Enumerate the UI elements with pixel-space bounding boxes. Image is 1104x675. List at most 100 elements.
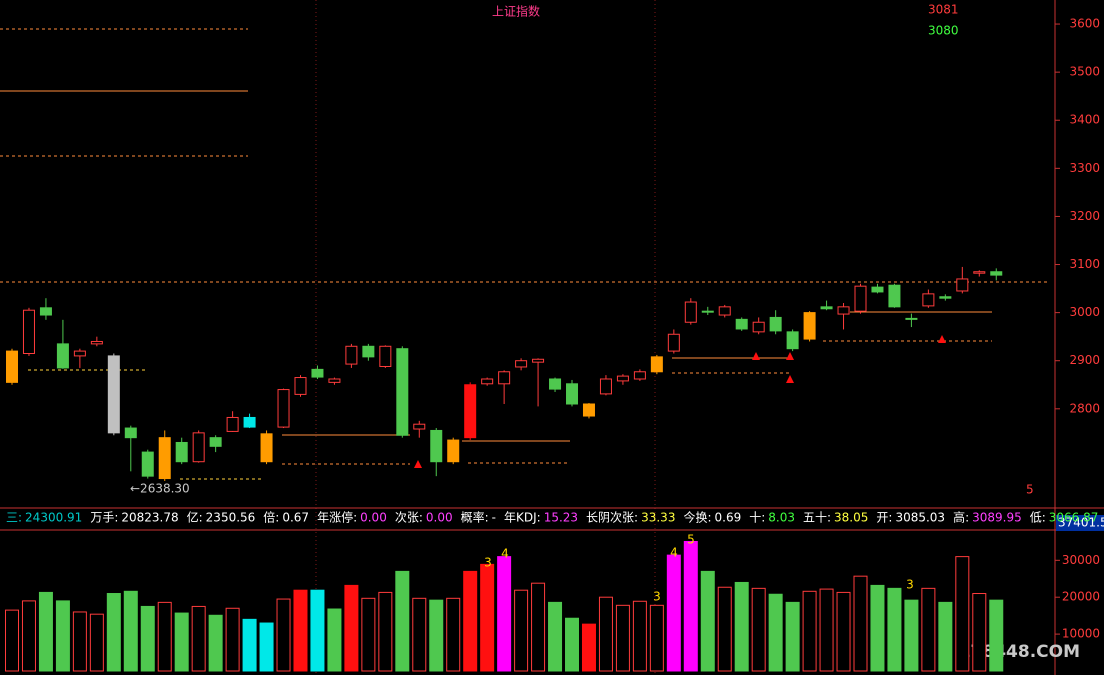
- candle-body: [650, 356, 663, 373]
- volume-bar: [870, 584, 885, 672]
- candle-body: [413, 423, 426, 430]
- volume-bar: [666, 554, 681, 672]
- candle-body: [362, 345, 375, 358]
- candle-body: [124, 427, 137, 439]
- candle-body: [888, 284, 901, 308]
- volume-bar: [242, 618, 257, 672]
- bar-annotation: 5: [687, 533, 695, 547]
- candle-body: [192, 432, 205, 463]
- info-value: 15.23: [544, 511, 578, 525]
- info-value: 33.33: [641, 511, 675, 525]
- candle-body: [803, 312, 816, 340]
- y-tick-label: 3000: [1069, 305, 1100, 319]
- y-tick-label: 3100: [1069, 257, 1100, 271]
- signal-marker: [786, 352, 794, 360]
- volume-bar: [225, 607, 240, 672]
- volume-bar: [751, 587, 766, 672]
- info-value: 20823.78: [121, 511, 178, 525]
- signal-marker: [786, 375, 794, 383]
- volume-bar: [395, 570, 410, 672]
- candle-body: [379, 345, 392, 367]
- volume-bar: [38, 591, 53, 672]
- volume-bar: [785, 601, 800, 672]
- annotation: 3080: [928, 24, 959, 38]
- y-tick-label: 10000: [1062, 627, 1100, 641]
- volume-bar: [123, 590, 138, 672]
- y-tick-label: 2800: [1069, 401, 1100, 415]
- candle-body: [684, 301, 697, 323]
- volume-bar: [310, 589, 325, 672]
- y-tick-label: 3400: [1069, 113, 1100, 127]
- info-label: 长阴次张:: [586, 511, 638, 525]
- info-label: 年KDJ:: [504, 511, 541, 525]
- info-value: 0.00: [426, 511, 453, 525]
- candle-body: [701, 310, 714, 313]
- candle-body: [633, 371, 646, 380]
- annotation: 5: [1026, 483, 1034, 497]
- info-value: 38.05: [834, 511, 868, 525]
- volume-bar: [140, 605, 155, 672]
- candle-body: [396, 348, 409, 436]
- volume-bar: [531, 582, 546, 672]
- candle-body: [481, 378, 494, 385]
- info-value: 0.67: [282, 511, 309, 525]
- signal-marker: [414, 460, 422, 468]
- info-label: 三:: [6, 511, 22, 525]
- info-label: 倍:: [263, 510, 279, 525]
- signal-marker: [938, 335, 946, 343]
- bar-annotation: 4: [670, 546, 678, 560]
- info-label: 五十:: [803, 511, 831, 525]
- volume-max-label: 37401.5: [1058, 516, 1104, 530]
- info-label: 亿:: [187, 510, 203, 525]
- info-value: 2350.56: [206, 511, 256, 525]
- volume-bar: [276, 598, 291, 672]
- candle-body: [260, 433, 273, 463]
- volume-bar: [938, 601, 953, 672]
- watermark: 178448.COM: [959, 642, 1080, 662]
- volume-bar: [836, 591, 851, 672]
- info-value: 3066.87: [1049, 511, 1099, 525]
- candle-body: [294, 377, 307, 395]
- candle-body: [158, 437, 171, 480]
- volume-bar: [649, 604, 664, 672]
- max-box: [1056, 515, 1104, 531]
- info-value: 0.69: [715, 511, 742, 525]
- volume-bar: [598, 596, 613, 672]
- volume-bar: [157, 601, 172, 672]
- info-label: 高:: [953, 510, 969, 525]
- candle-body: [922, 293, 935, 307]
- volume-bar: [581, 623, 596, 672]
- candle-body: [854, 285, 867, 312]
- volume-bar: [208, 614, 223, 672]
- volume-bar: [615, 604, 630, 672]
- candle-body: [973, 271, 986, 274]
- bar-annotation: 3: [484, 556, 492, 570]
- volume-bar: [548, 601, 563, 672]
- candle-body: [430, 429, 443, 463]
- info-label: 万手:: [90, 511, 118, 525]
- volume-bar: [429, 599, 444, 672]
- volume-bar: [21, 600, 36, 672]
- info-value: -: [492, 511, 496, 525]
- info-label: 今换:: [683, 510, 711, 525]
- volume-bar: [565, 617, 580, 672]
- volume-bar: [972, 593, 987, 672]
- volume-bar: [955, 556, 970, 672]
- candle-body: [769, 316, 782, 332]
- volume-bar: [463, 570, 478, 672]
- volume-bar: [887, 587, 902, 672]
- candle-body: [498, 371, 511, 385]
- candle-body: [582, 403, 595, 417]
- volume-bar: [259, 622, 274, 672]
- info-value: 3089.95: [972, 511, 1022, 525]
- volume-bar: [5, 609, 19, 672]
- candle-body: [956, 278, 969, 292]
- y-tick-label: 3300: [1069, 161, 1100, 175]
- candle-body: [566, 383, 579, 405]
- volume-bar: [802, 590, 817, 672]
- candle-body: [6, 350, 18, 383]
- volume-bar: [480, 563, 495, 672]
- candle-body: [73, 350, 86, 357]
